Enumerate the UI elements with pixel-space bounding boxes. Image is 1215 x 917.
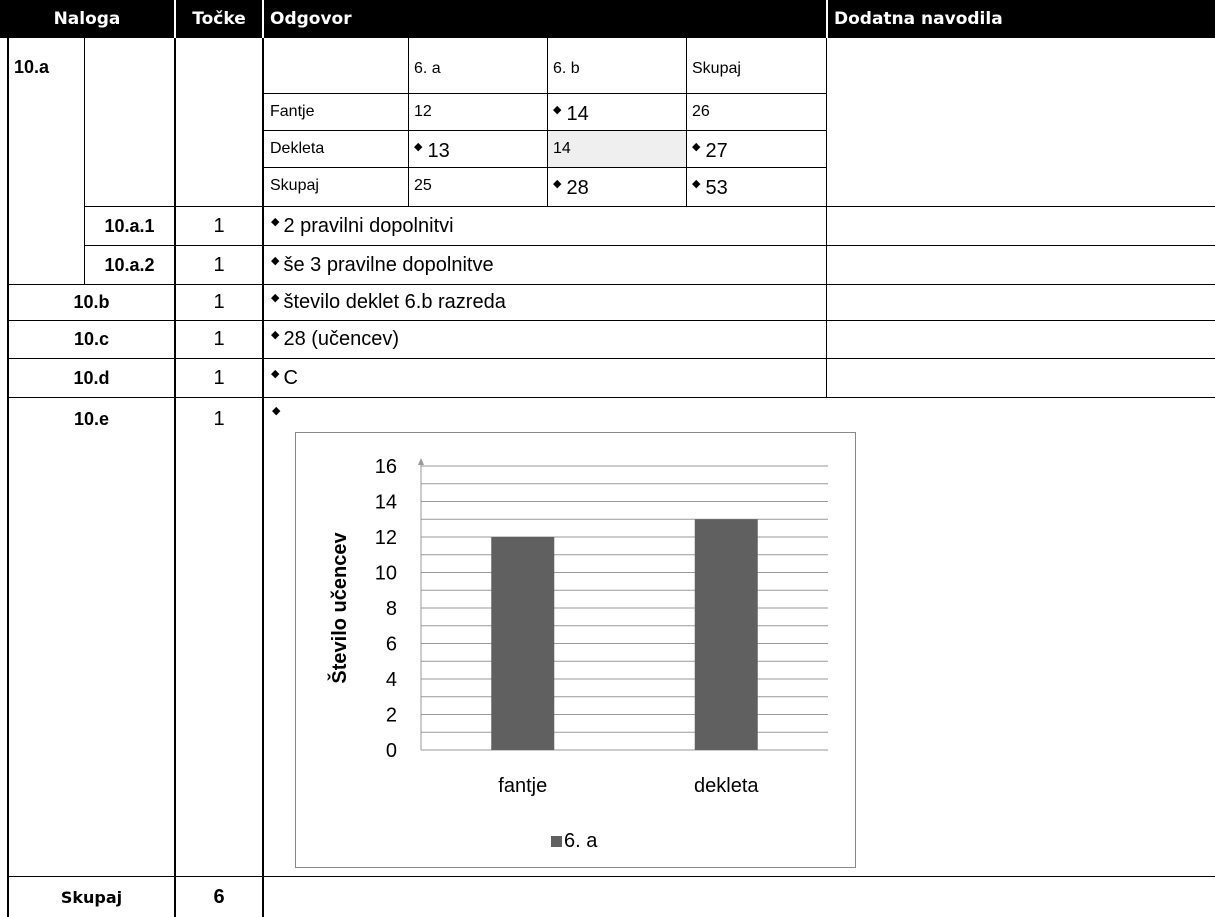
y-tick-label: 4	[386, 669, 397, 691]
total-points: 6	[213, 885, 225, 908]
legend-label: 6. a	[564, 830, 598, 852]
task-10e-label: 10.e	[73, 408, 110, 429]
task-10b-label: 10.b	[73, 292, 110, 312]
row-sep-10b	[7, 320, 1215, 321]
task-10a2-points: 1	[213, 253, 225, 276]
x-tick-label: dekleta	[694, 775, 759, 797]
task-10a2-answer: ◆ še 3 pravilne dopolnitve	[271, 253, 494, 276]
inner-table-h3	[263, 167, 826, 168]
inner-cell-skupaj-6b: ◆ 28	[553, 176, 589, 199]
row-sep-10e	[7, 876, 1215, 877]
inner-cell-fantje-total: 26	[692, 103, 710, 120]
task-10b-answer: ◆ število deklet 6.b razreda	[271, 291, 506, 313]
task-10d-points: 1	[213, 366, 225, 389]
inner-cell-dekleta-6b: 14	[553, 140, 571, 157]
header-notes: Dodatna navodila	[828, 0, 1215, 38]
task-10e-points: 1	[213, 407, 225, 430]
y-tick-label: 8	[386, 598, 397, 620]
task-10d-label: 10.d	[73, 367, 110, 388]
y-tick-label: 0	[386, 740, 397, 762]
task-10e-bullet: ◆	[272, 404, 281, 417]
header-task: Naloga	[0, 0, 174, 38]
inner-table-v2	[547, 38, 548, 207]
task-10a1-points: 1	[213, 214, 225, 237]
inner-cell-skupaj-total: ◆ 53	[692, 176, 728, 199]
x-tick-label: fantje	[498, 775, 547, 797]
task-10a1-answer: ◆ 2 pravilni dopolnitvi	[271, 214, 454, 237]
header-answer: Odgovor	[264, 0, 826, 38]
task-10b-points: 1	[213, 291, 225, 313]
y-tick-label: 12	[375, 527, 397, 549]
inner-table-h2	[263, 130, 826, 131]
y-axis-title: Število učencev	[327, 532, 351, 684]
bar-dekleta	[694, 519, 758, 750]
y-axis-arrow	[418, 458, 424, 465]
shaded-cell	[548, 131, 686, 167]
row-sep-10a	[84, 206, 1215, 207]
divider-answer-left	[262, 38, 264, 917]
task-10a-label: 10.a	[14, 56, 50, 77]
inner-col-header-6a: 6. a	[414, 60, 441, 77]
inner-col-header-total: Skupaj	[692, 60, 741, 77]
inner-row-label-skupaj: Skupaj	[270, 177, 319, 194]
divider-notes-left	[826, 38, 827, 398]
row-sep-10c	[7, 358, 1215, 359]
header-points: Točke	[176, 0, 262, 38]
inner-col-header-6b: 6. b	[553, 60, 580, 77]
bar-chart: 0 2 4 6 8 10 12 14 16 Število učencev fantje deklet…	[327, 456, 828, 852]
task-10c-points: 1	[213, 328, 225, 350]
inner-table-v1	[408, 38, 409, 207]
task-10a2-label: 10.a.2	[104, 254, 155, 275]
row-sep-10d	[7, 397, 1215, 398]
border-left	[7, 38, 9, 917]
inner-table-v3	[686, 38, 687, 207]
legend-swatch	[551, 836, 562, 847]
inner-cell-dekleta-6a: ◆ 13	[414, 139, 450, 162]
task-10c-label: 10.c	[73, 329, 110, 349]
task-10a1-label: 10.a.1	[104, 215, 155, 236]
inner-row-label-fantje: Fantje	[270, 103, 315, 120]
task-10c-answer: ◆ 28 (učencev)	[271, 328, 400, 350]
inner-cell-dekleta-total: ◆ 27	[692, 139, 728, 162]
y-tick-label: 6	[386, 634, 397, 656]
task-10d-answer: ◆ C	[271, 366, 298, 389]
row-sep-10a2	[7, 284, 1215, 285]
row-sep-10a1	[84, 245, 1215, 246]
y-tick-label: 16	[375, 456, 397, 478]
bar-fantje	[491, 537, 555, 750]
inner-table-h1	[263, 93, 826, 94]
y-tick-label: 14	[375, 492, 397, 514]
inner-row-label-dekleta: Dekleta	[270, 140, 325, 157]
inner-cell-skupaj-6a: 25	[414, 177, 432, 194]
y-tick-label: 10	[375, 563, 397, 585]
divider-points-left	[174, 38, 176, 917]
chart-container: 0 2 4 6 8 10 12 14 16 Število učencev fantje deklet…	[295, 432, 856, 868]
inner-cell-fantje-6a: 12	[414, 103, 432, 120]
y-tick-label: 2	[386, 705, 397, 727]
divider-sub-label	[84, 38, 85, 284]
inner-cell-fantje-6b: ◆ 14	[553, 102, 589, 125]
total-label: Skupaj	[60, 887, 123, 907]
